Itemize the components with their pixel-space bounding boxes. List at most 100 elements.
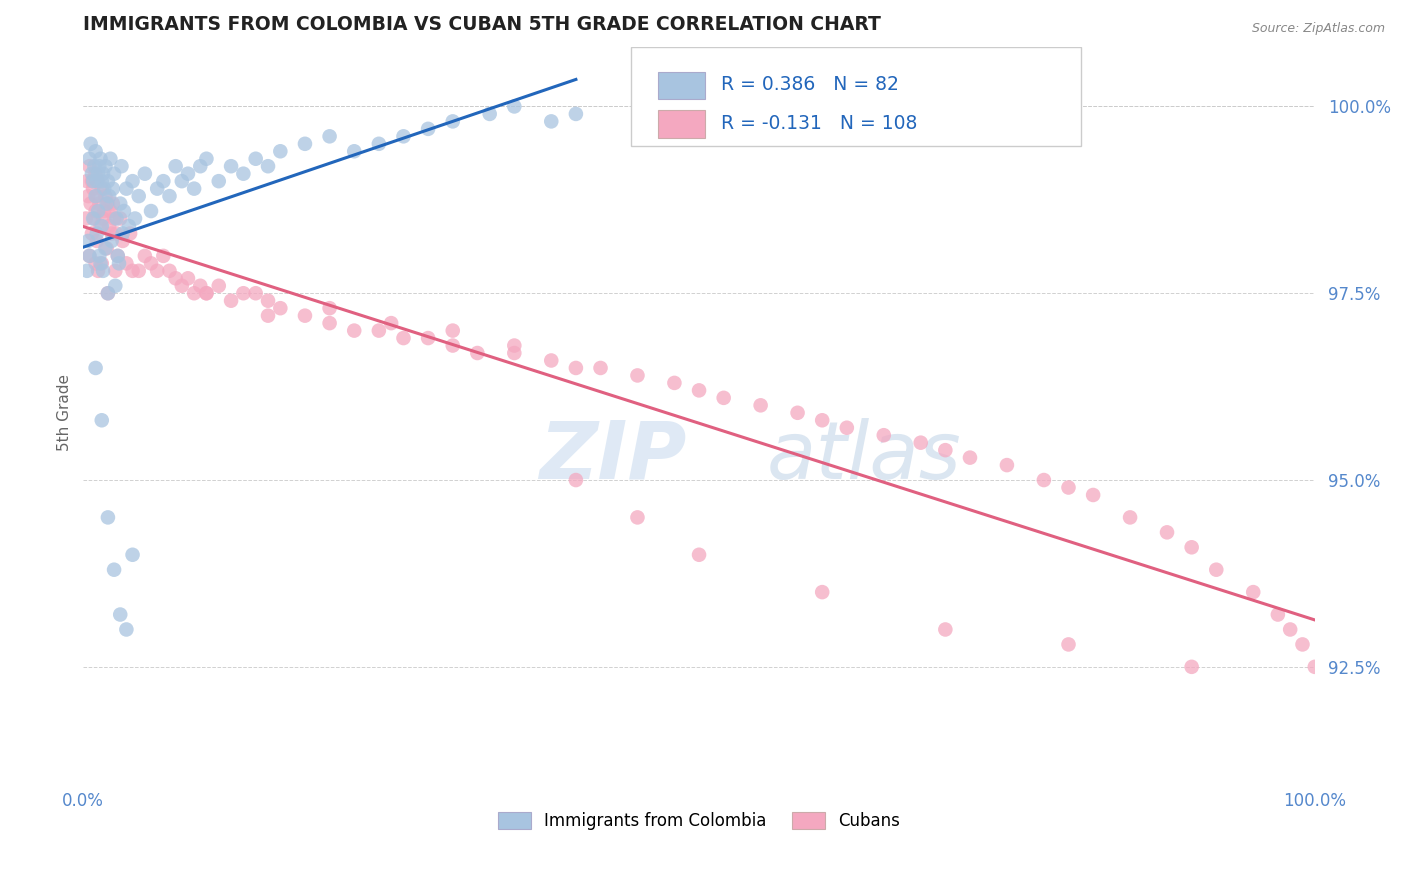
- Bar: [658, 71, 706, 99]
- Point: [93, 204, 115, 219]
- Point: [96, 241, 118, 255]
- Point: [98, 219, 121, 233]
- Point: [100, 152, 122, 166]
- Point: [91, 211, 114, 226]
- Point: [1267, 607, 1289, 622]
- Point: [318, 129, 340, 144]
- Point: [170, 174, 193, 188]
- Point: [110, 196, 132, 211]
- Point: [103, 563, 125, 577]
- Point: [87, 174, 110, 188]
- Point: [873, 428, 896, 442]
- Point: [83, 159, 105, 173]
- Point: [80, 167, 103, 181]
- Point: [1205, 563, 1227, 577]
- Legend: Immigrants from Colombia, Cubans: Immigrants from Colombia, Cubans: [491, 805, 907, 837]
- Point: [1057, 481, 1080, 495]
- Point: [343, 324, 366, 338]
- Point: [84, 204, 107, 219]
- Point: [98, 189, 121, 203]
- Point: [79, 249, 101, 263]
- Point: [165, 271, 187, 285]
- Point: [503, 338, 526, 352]
- Point: [104, 278, 127, 293]
- Point: [110, 159, 132, 173]
- Point: [183, 181, 205, 195]
- Point: [118, 219, 141, 233]
- Point: [380, 316, 402, 330]
- Point: [124, 211, 146, 226]
- Point: [86, 227, 108, 241]
- Point: [1181, 541, 1204, 555]
- Point: [84, 167, 107, 181]
- Point: [1057, 637, 1080, 651]
- Point: [441, 114, 464, 128]
- Point: [79, 196, 101, 211]
- Point: [688, 384, 710, 398]
- Point: [82, 211, 104, 226]
- Point: [121, 264, 143, 278]
- Point: [76, 174, 98, 188]
- Point: [245, 152, 267, 166]
- Point: [97, 196, 120, 211]
- Point: [100, 227, 122, 241]
- Point: [105, 211, 128, 226]
- Point: [232, 167, 254, 181]
- Point: [107, 249, 129, 263]
- Point: [257, 293, 280, 308]
- Point: [183, 286, 205, 301]
- Point: [934, 623, 956, 637]
- Point: [835, 421, 858, 435]
- Point: [103, 211, 125, 226]
- Point: [188, 278, 211, 293]
- Point: [195, 152, 218, 166]
- Point: [565, 361, 588, 376]
- Point: [208, 174, 231, 188]
- Point: [75, 211, 97, 226]
- Point: [257, 159, 280, 173]
- Point: [318, 316, 340, 330]
- Point: [97, 286, 120, 301]
- Point: [104, 264, 127, 278]
- Point: [79, 159, 101, 173]
- Point: [177, 167, 200, 181]
- Point: [101, 181, 124, 195]
- Bar: [658, 111, 706, 138]
- Point: [188, 159, 211, 173]
- Point: [80, 174, 103, 188]
- Point: [441, 338, 464, 352]
- Point: [139, 256, 162, 270]
- Point: [152, 174, 174, 188]
- Point: [90, 256, 112, 270]
- Point: [93, 181, 115, 195]
- Point: [910, 435, 932, 450]
- Point: [94, 189, 117, 203]
- Point: [318, 301, 340, 315]
- Point: [79, 136, 101, 151]
- Point: [90, 174, 112, 188]
- Point: [195, 286, 218, 301]
- Point: [112, 204, 135, 219]
- Text: ZIP: ZIP: [538, 417, 686, 496]
- Point: [100, 204, 122, 219]
- Point: [195, 286, 218, 301]
- Point: [540, 353, 562, 368]
- Text: Source: ZipAtlas.com: Source: ZipAtlas.com: [1251, 22, 1385, 36]
- Point: [503, 99, 526, 113]
- Point: [90, 413, 112, 427]
- Point: [1291, 637, 1313, 651]
- Point: [82, 174, 104, 188]
- Point: [219, 293, 242, 308]
- Point: [97, 286, 120, 301]
- Point: [170, 278, 193, 293]
- Text: IMMIGRANTS FROM COLOMBIA VS CUBAN 5TH GRADE CORRELATION CHART: IMMIGRANTS FROM COLOMBIA VS CUBAN 5TH GR…: [83, 15, 882, 34]
- Point: [713, 391, 735, 405]
- Point: [90, 219, 112, 233]
- Point: [103, 167, 125, 181]
- Point: [343, 145, 366, 159]
- Point: [1156, 525, 1178, 540]
- Point: [111, 227, 134, 241]
- Point: [152, 249, 174, 263]
- Point: [77, 189, 100, 203]
- Point: [91, 264, 114, 278]
